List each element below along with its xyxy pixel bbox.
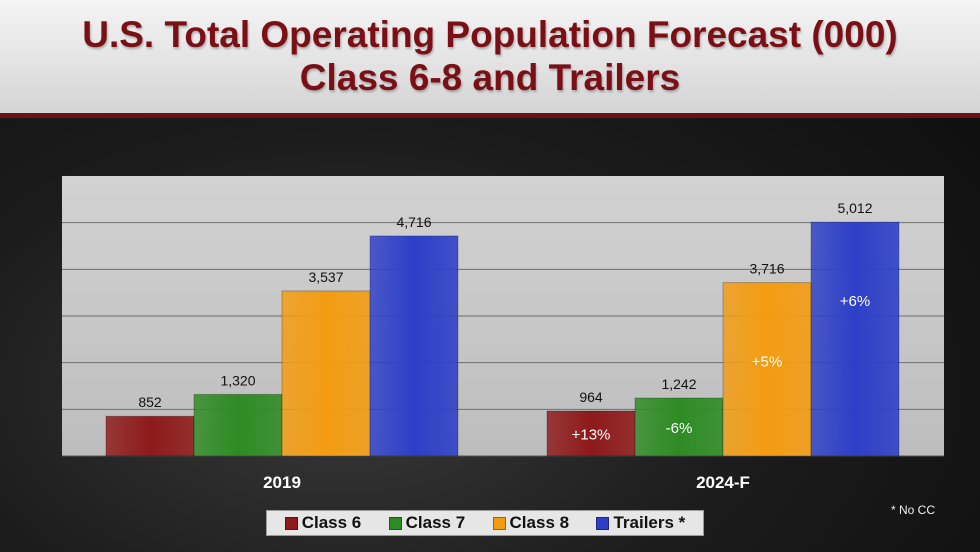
bar-trailers-2019 xyxy=(369,235,459,457)
data-label-class-7-2024-f: 1,242 xyxy=(661,376,696,392)
legend-swatch-class6 xyxy=(284,516,298,530)
data-label-class-8-2024-f: 3,716 xyxy=(749,261,784,277)
data-label-class-7-2019: 1,320 xyxy=(220,372,255,388)
data-label-class-6-2024-f: 964 xyxy=(579,389,603,405)
legend-item-class7: Class 7 xyxy=(388,513,466,533)
change-label-trailers-2024-f: +6% xyxy=(840,293,870,310)
chart-subtitle: Class 6-8 and Trailers xyxy=(299,57,681,98)
bar-class-6-2019 xyxy=(105,415,195,457)
legend-label-class7: Class 7 xyxy=(405,513,466,532)
legend-swatch-class8 xyxy=(492,516,506,530)
footnote: * No CC xyxy=(891,503,936,517)
chart-legend: Class 6 Class 7 Class 8 Trailers * xyxy=(266,510,704,536)
bar-trailers-2024-f xyxy=(810,221,900,457)
legend-swatch-class7 xyxy=(388,516,402,530)
data-label-trailers-2019: 4,716 xyxy=(396,214,431,230)
bar-class-7-2024-f xyxy=(634,397,724,457)
legend-swatch-trailers xyxy=(596,516,610,530)
legend-item-class8: Class 8 xyxy=(492,513,570,533)
legend-item-class6: Class 6 xyxy=(284,513,362,533)
change-label-class-8-2024-f: +5% xyxy=(752,354,782,371)
data-label-class-8-2019: 3,537 xyxy=(308,269,343,285)
x-tick-label-2019: 2019 xyxy=(263,473,301,492)
bar-class-8-2019 xyxy=(281,290,371,457)
title-banner xyxy=(0,0,980,113)
data-label-trailers-2024-f: 5,012 xyxy=(837,200,872,216)
legend-label-trailers: Trailers * xyxy=(613,513,686,532)
data-label-class-6-2019: 852 xyxy=(138,394,162,410)
x-tick-label-2024-f: 2024-F xyxy=(696,473,750,492)
bar-class-7-2019 xyxy=(193,393,283,457)
change-label-class-6-2024-f: +13% xyxy=(572,427,611,444)
chart-title: U.S. Total Operating Population Forecast… xyxy=(82,14,898,55)
change-label-class-7-2024-f: -6% xyxy=(666,420,693,437)
title-divider xyxy=(0,113,980,118)
legend-label-class8: Class 8 xyxy=(509,513,570,532)
legend-label-class6: Class 6 xyxy=(301,513,362,532)
legend-item-trailers: Trailers * xyxy=(596,513,685,533)
